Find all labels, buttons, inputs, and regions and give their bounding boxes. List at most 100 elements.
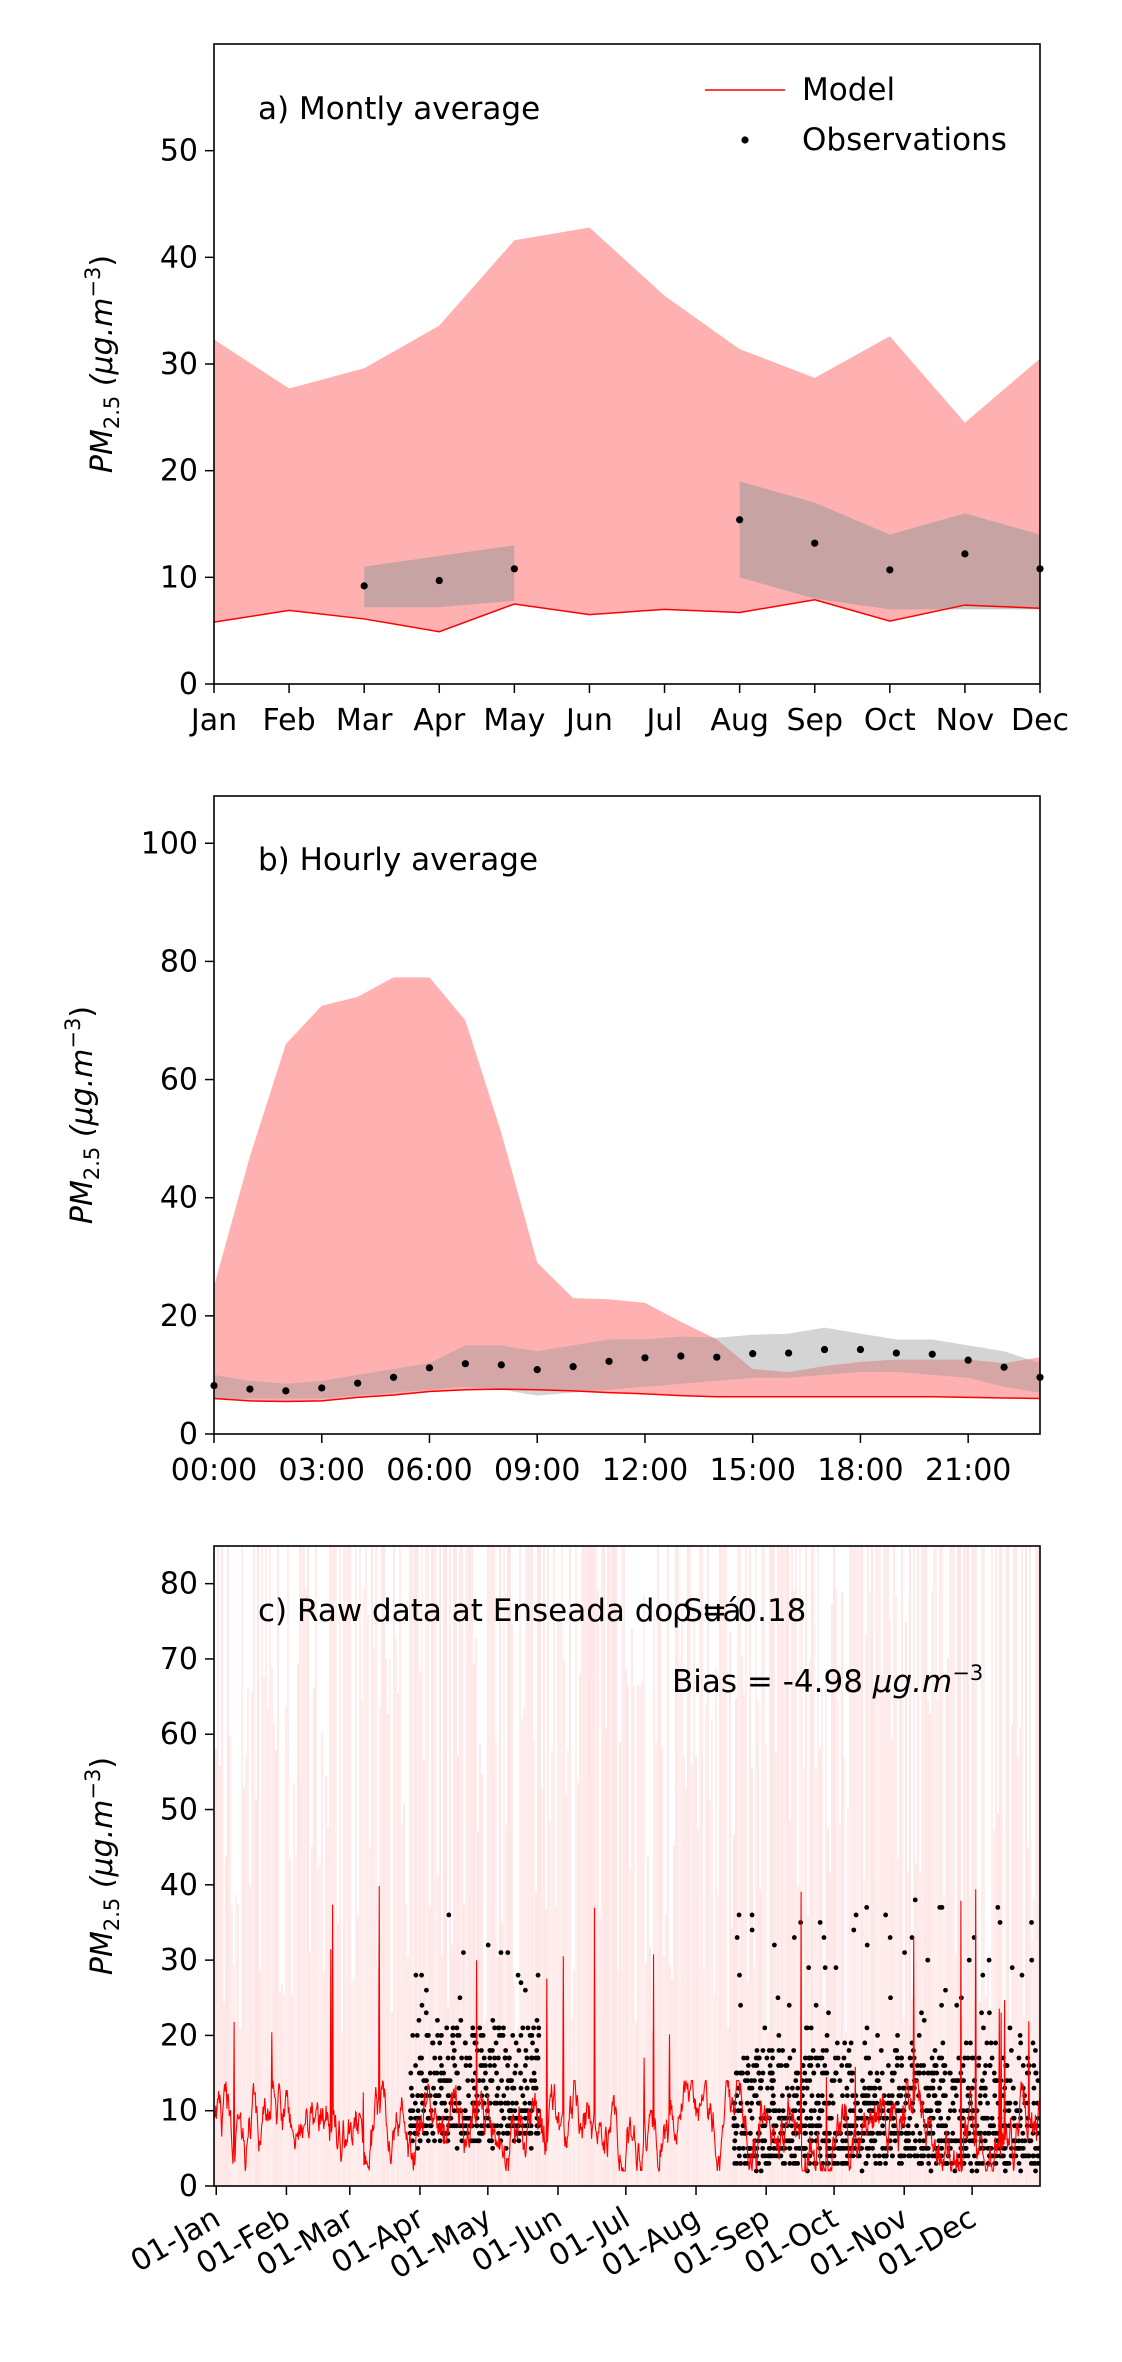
observation-point [515,1972,521,1978]
y-axis-label: PM2.5 (μg.m−3) [81,255,124,473]
observation-point [919,2161,925,2166]
observation-point [744,2055,750,2061]
x-tick-label: 12:00 [602,1453,688,1488]
y-tick-label: 80 [160,1567,198,1602]
observation-point [784,2063,790,2068]
observation-point [830,2100,836,2106]
observation-point [495,2055,501,2061]
y-tick-label: 0 [179,2169,198,2204]
observation-point [506,2055,512,2061]
observation-point [870,2130,876,2136]
observation-point [432,2100,438,2106]
observation-point [889,2078,895,2083]
x-tick-label: Jun [564,703,613,738]
observation-point [769,2048,775,2053]
observation-point [425,2033,431,2038]
observation-point [826,2138,832,2144]
observation-point [752,2078,757,2083]
observation-point [489,2048,495,2053]
observation-point [773,2108,779,2114]
observation-point [494,2123,500,2129]
observation-point [408,2070,414,2076]
observation-point [427,2123,433,2129]
observation-point [534,2017,540,2023]
observation-point [889,2153,895,2159]
observation-point [762,2138,768,2144]
observation-point [450,2040,456,2046]
observation-point [888,1995,893,2001]
model-line [214,1885,1040,2173]
observation-point [1018,2040,1024,2046]
observation-point [495,2085,501,2091]
observation-point [483,2063,488,2068]
y-tick-label: 0 [179,1417,198,1452]
observation-point [894,2055,900,2061]
observation-point [896,2085,902,2091]
model-line [213,1388,1041,1403]
observation-point [850,2153,856,2159]
observation-range-band [739,481,1040,610]
observation-point [493,2040,499,2046]
observation-point [528,2145,534,2151]
observation-point [808,2130,814,2136]
observation-point [828,2093,834,2099]
observation-point [749,2100,755,2106]
observation-point [496,2130,501,2136]
observation-point [529,2055,534,2061]
observation-point [831,2078,837,2083]
observation-point [535,2130,541,2136]
observation-point [991,2070,997,2076]
panel-c-raw [214,1546,1040,2186]
observation-point [900,2085,906,2091]
observation-point [1035,2145,1040,2151]
observation-point [791,1935,797,1940]
observation-point [883,2161,888,2166]
y-tick-label: 30 [160,347,198,382]
observation-point [498,1950,504,1955]
axes-frame [213,795,1041,1435]
observation-point [921,2017,927,2023]
observation-point [483,2085,489,2091]
observation-point [459,2138,465,2144]
observation-point [509,2078,515,2083]
observation-point [513,2040,519,2046]
observation-point [936,2100,942,2106]
observation-point [770,2093,776,2099]
observation-point [758,2085,764,2091]
observation-point [431,2085,436,2091]
observation-point [942,2063,948,2068]
observation-point [354,1379,362,1387]
panel-title: a) Montly average [258,91,540,127]
observation-point [986,1957,992,1963]
observation-point [859,2168,865,2174]
observation-point [982,2093,988,2099]
observation-point [816,2100,821,2106]
observation-point [950,2130,956,2136]
observation-point [511,2138,517,2144]
observation-point [451,2108,457,2114]
observation-point [1008,2048,1014,2053]
observation-point [906,2138,912,2144]
observation-point [985,2100,991,2106]
observation-point [877,2161,883,2166]
observation-point [1000,1363,1008,1371]
observation-point [780,2108,786,2114]
observation-point [446,1912,452,1918]
observation-point [1002,2168,1008,2174]
x-tick-label: 09:00 [494,1453,580,1488]
observation-point [481,2055,487,2061]
observation-point [808,2063,814,2068]
observation-point [477,2025,483,2031]
observation-point [518,1980,524,1986]
observation-point [512,2108,518,2114]
observation-point [980,1972,986,1978]
observation-point [977,2100,983,2106]
observation-point [416,2017,422,2023]
observation-point [894,2100,900,2106]
x-tick-label: Aug [710,703,769,738]
observation-point [760,2070,766,2076]
x-tick-label: 06:00 [386,1453,472,1488]
observation-point [965,2153,971,2159]
observation-point [793,2108,798,2114]
observation-point [795,2161,801,2166]
